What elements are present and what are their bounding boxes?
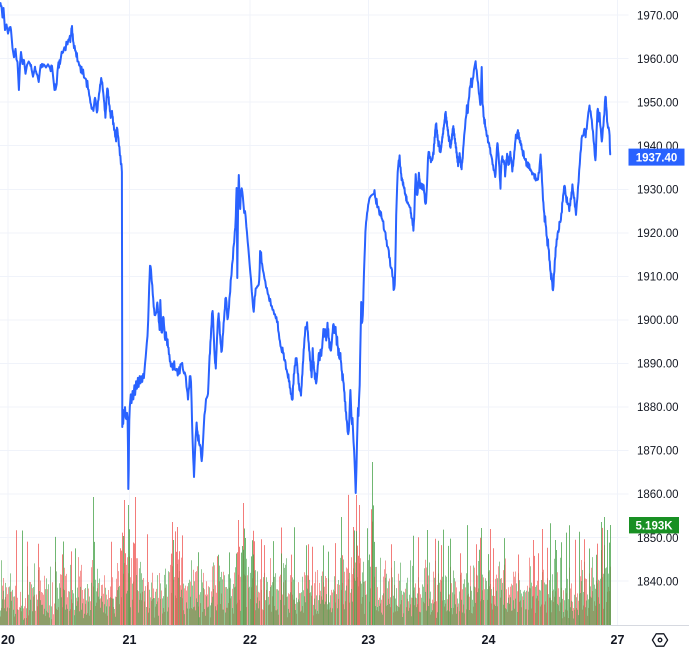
svg-text:1860.00: 1860.00 <box>637 489 679 501</box>
svg-text:27: 27 <box>611 633 625 647</box>
svg-text:1950.00: 1950.00 <box>637 97 679 109</box>
svg-text:1970.00: 1970.00 <box>637 10 679 22</box>
svg-text:21: 21 <box>123 633 137 647</box>
svg-text:1910.00: 1910.00 <box>637 272 679 284</box>
svg-text:1850.00: 1850.00 <box>637 533 679 545</box>
svg-text:1870.00: 1870.00 <box>637 446 679 458</box>
svg-text:1890.00: 1890.00 <box>637 359 679 371</box>
svg-text:5.193K: 5.193K <box>635 521 673 533</box>
svg-text:22: 22 <box>243 633 257 647</box>
svg-text:1960.00: 1960.00 <box>637 54 679 66</box>
svg-text:20: 20 <box>1 633 15 647</box>
svg-text:1880.00: 1880.00 <box>637 402 679 414</box>
svg-text:1920.00: 1920.00 <box>637 228 679 240</box>
svg-text:1937.40: 1937.40 <box>636 152 678 164</box>
svg-text:1840.00: 1840.00 <box>637 576 679 588</box>
svg-text:1900.00: 1900.00 <box>637 315 679 327</box>
svg-text:24: 24 <box>482 633 496 647</box>
svg-text:23: 23 <box>361 633 375 647</box>
svg-text:1930.00: 1930.00 <box>637 185 679 197</box>
